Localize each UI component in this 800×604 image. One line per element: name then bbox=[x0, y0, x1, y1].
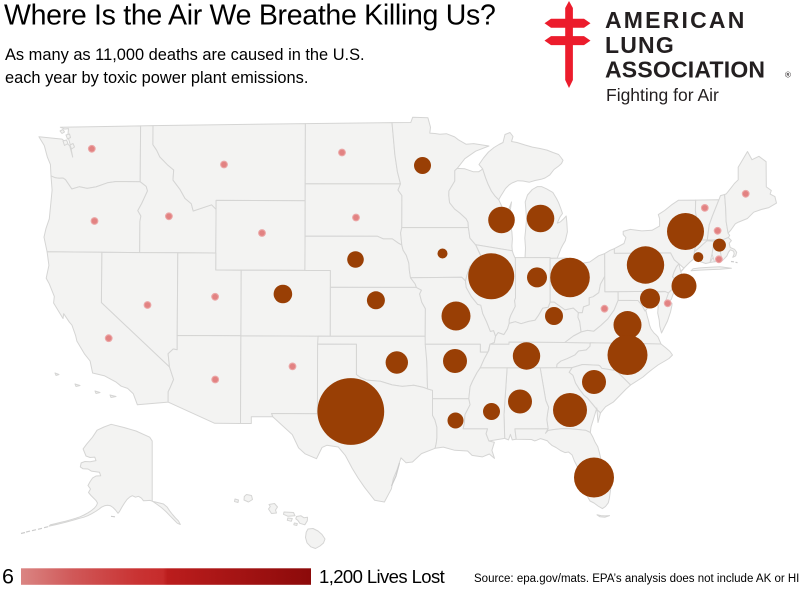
svg-text:each year by toxic power plant: each year by toxic power plant emissions… bbox=[5, 69, 308, 87]
svg-text:6: 6 bbox=[2, 565, 14, 589]
svg-text:LUNG: LUNG bbox=[605, 32, 675, 58]
svg-text:Where Is the Air We Breathe Ki: Where Is the Air We Breathe Killing Us? bbox=[4, 0, 496, 32]
svg-text:AMERICAN: AMERICAN bbox=[605, 7, 747, 33]
svg-text:As many as 11,000 deaths are c: As many as 11,000 deaths are caused in t… bbox=[5, 46, 365, 64]
svg-text:1,200 Lives Lost: 1,200 Lives Lost bbox=[319, 566, 445, 587]
svg-text:®: ® bbox=[785, 71, 791, 80]
svg-text:Source: epa.gov/mats. EPA’s an: Source: epa.gov/mats. EPA’s analysis doe… bbox=[474, 573, 799, 585]
svg-text:Fighting for Air: Fighting for Air bbox=[606, 85, 719, 105]
svg-text:ASSOCIATION: ASSOCIATION bbox=[605, 56, 765, 82]
